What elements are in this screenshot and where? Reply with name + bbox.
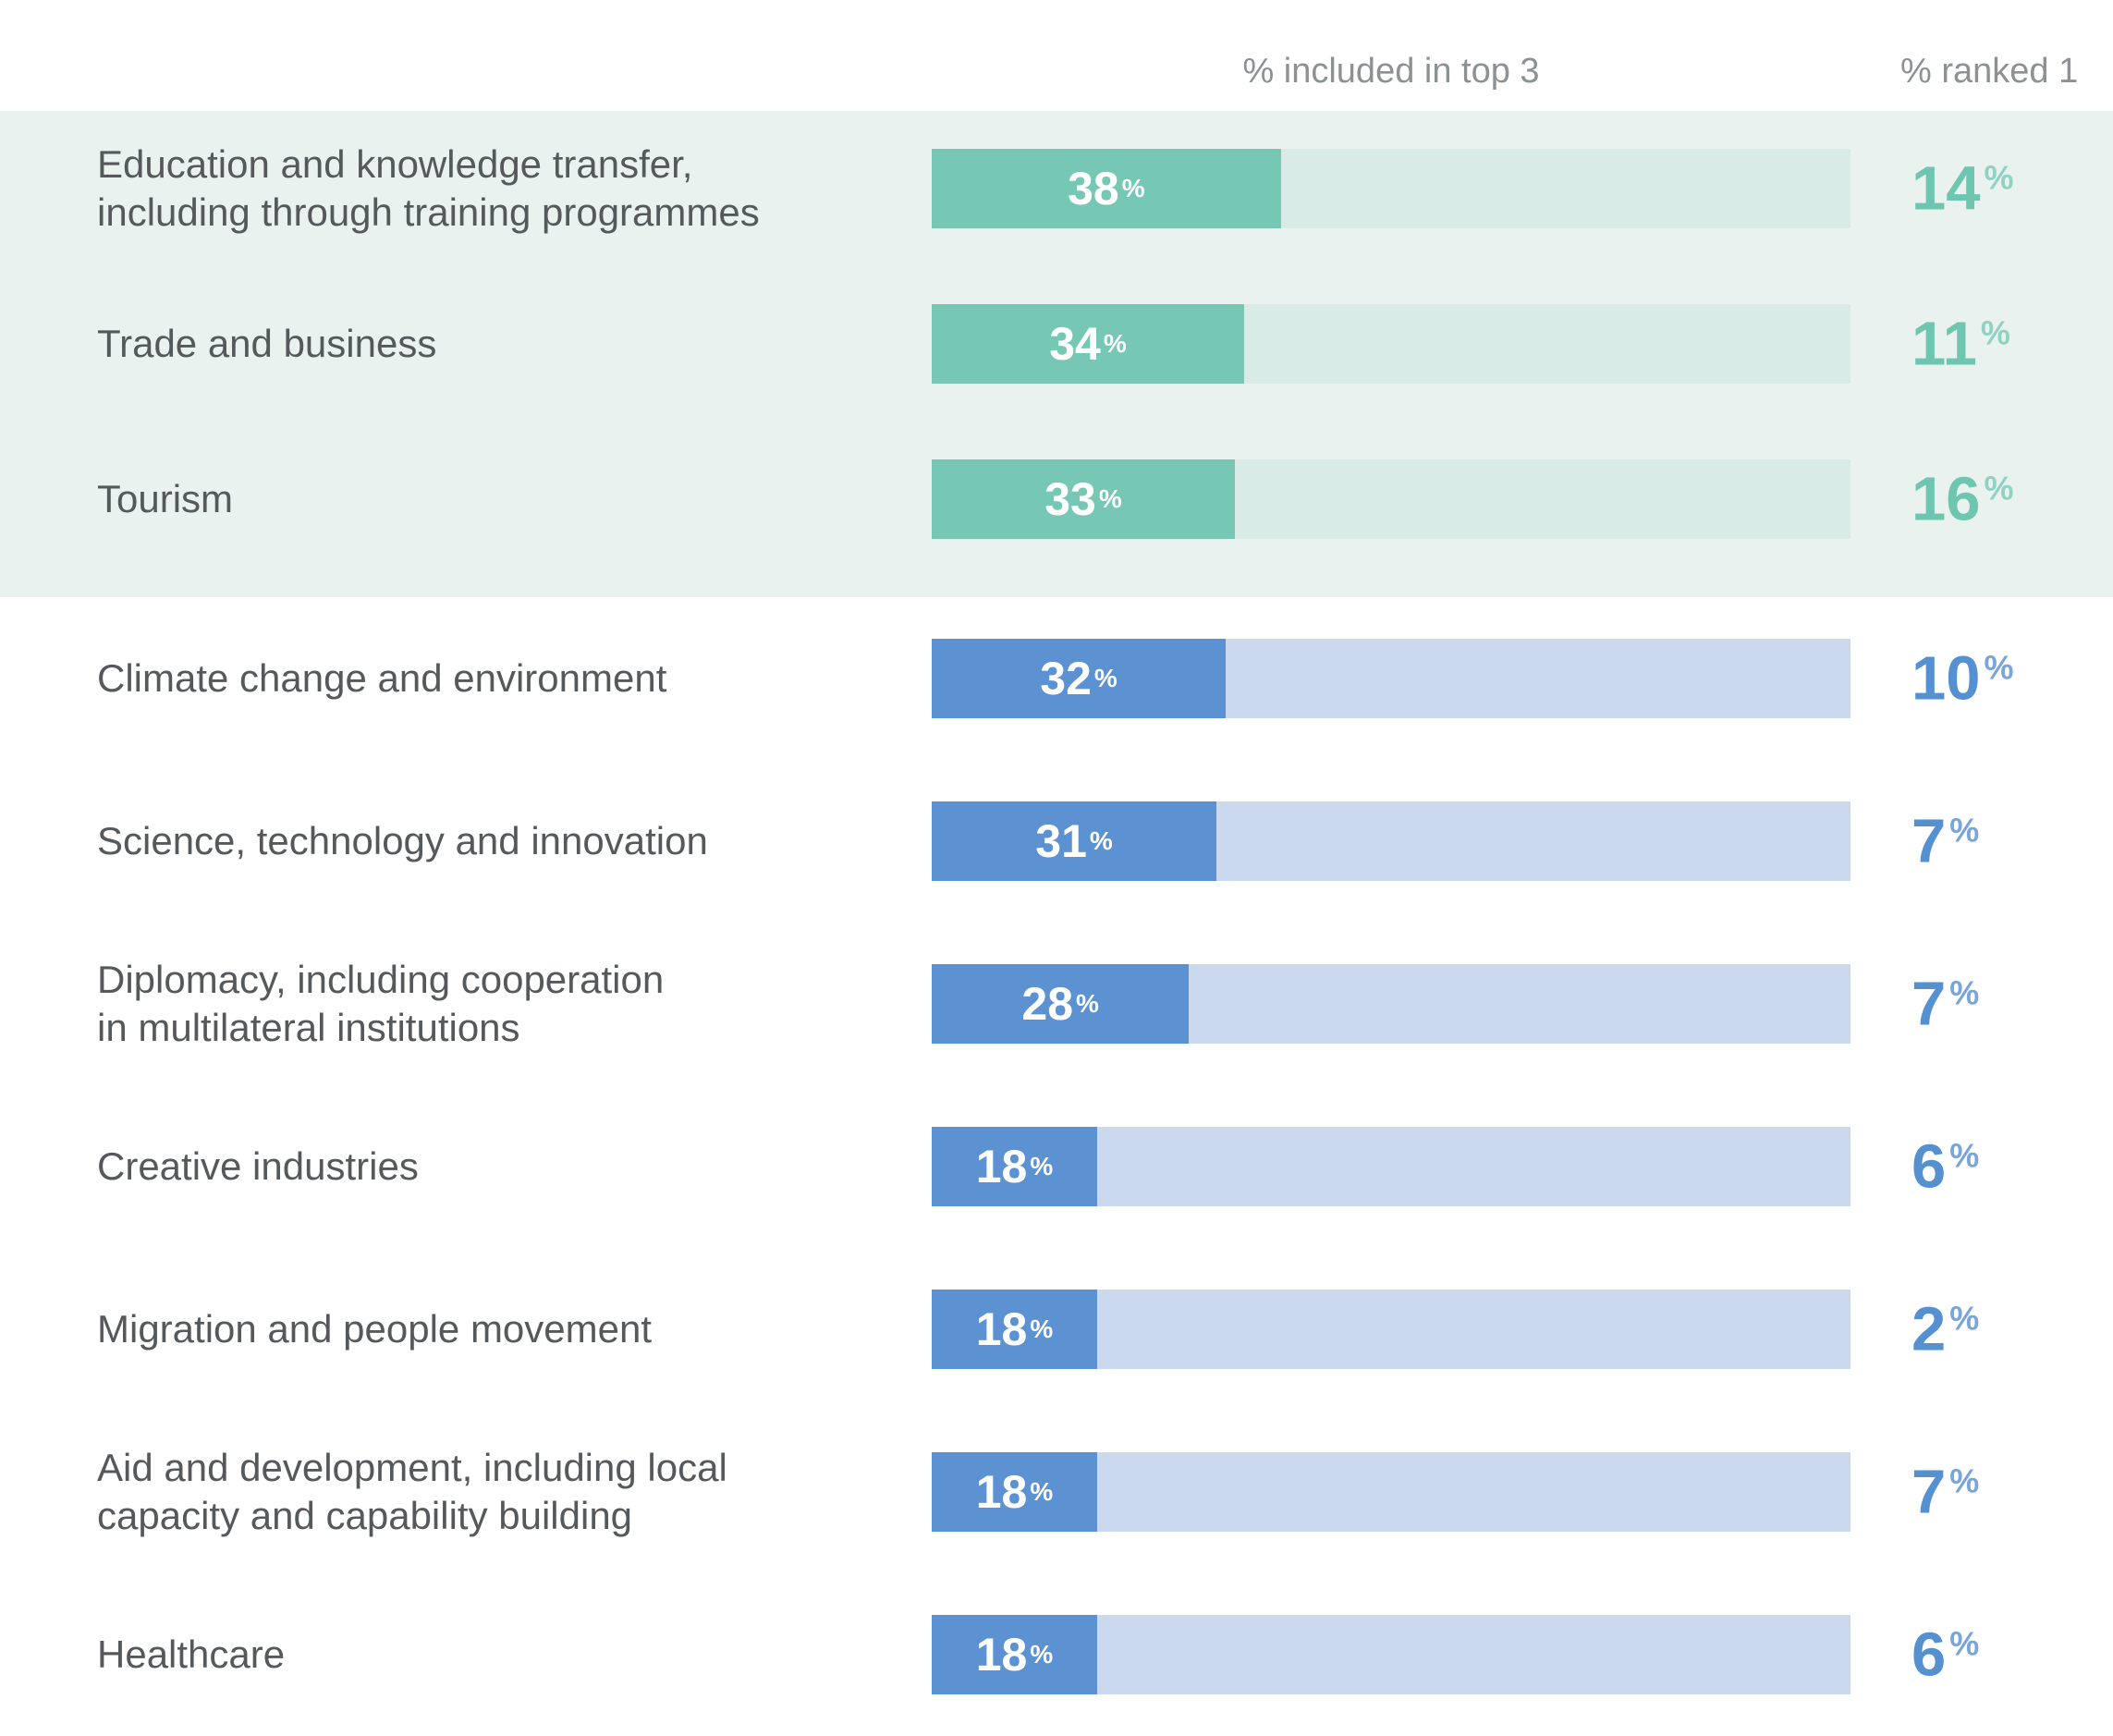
bar-track: 18%	[932, 1127, 1850, 1206]
bar-fill: 18%	[932, 1290, 1097, 1369]
bar-fill: 34%	[932, 304, 1244, 384]
percent-sign: %	[1949, 973, 1980, 1012]
chart-row: Tourism 33% 16%	[0, 422, 2113, 577]
bar-value: 28	[1021, 978, 1074, 1030]
bar-value: 18	[975, 1466, 1028, 1518]
bar-value: 38	[1068, 163, 1119, 214]
row-label: Education and knowledge transfer, includ…	[97, 142, 760, 234]
bar-fill: 18%	[932, 1452, 1097, 1532]
rank1-number: 10	[1911, 643, 1981, 714]
bar-value: 31	[1035, 815, 1087, 867]
row-label: Tourism	[97, 477, 234, 520]
percent-sign: %	[1121, 174, 1145, 202]
bar-value: 18	[975, 1303, 1028, 1355]
rank1-value: 14%	[1911, 158, 2014, 220]
rank1-number: 7	[1911, 806, 1947, 876]
rank1-value: 7%	[1911, 811, 1979, 873]
rank1-number: 7	[1911, 969, 1947, 1039]
bar-track: 33%	[932, 459, 1850, 539]
percent-sign: %	[1980, 313, 2010, 352]
rank1-number: 11	[1911, 309, 1977, 379]
row-label: Creative industries	[97, 1144, 419, 1188]
rank1-number: 6	[1911, 1620, 1947, 1690]
bar-track: 18%	[932, 1452, 1850, 1532]
bar-track: 28%	[932, 964, 1850, 1044]
rank1-value: 7%	[1911, 973, 1979, 1035]
row-label: Trade and business	[97, 322, 437, 365]
chart-row: Education and knowledge transfer, includ…	[0, 111, 2113, 266]
chart-row: Trade and business 34% 11%	[0, 266, 2113, 422]
percent-sign: %	[1949, 811, 1980, 850]
rank1-value: 6%	[1911, 1624, 1979, 1686]
rank1-number: 7	[1911, 1457, 1947, 1527]
percent-sign: %	[1984, 469, 2014, 507]
bar-fill: 18%	[932, 1615, 1097, 1694]
bar-track: 32%	[932, 639, 1850, 718]
bar-fill: 32%	[932, 639, 1227, 718]
percent-sign: %	[1949, 1461, 1980, 1500]
chart-row: Diplomacy, including cooperation in mult…	[0, 923, 2113, 1085]
rank1-value: 10%	[1911, 648, 2014, 710]
bar-fill: 33%	[932, 459, 1236, 539]
bar-value: 18	[975, 1141, 1028, 1192]
percent-sign: %	[1093, 664, 1118, 692]
rank1-number: 6	[1911, 1131, 1947, 1202]
rank1-number: 2	[1911, 1294, 1947, 1364]
chart-row: Climate change and environment 32% 10%	[0, 597, 2113, 760]
bar-track: 18%	[932, 1615, 1850, 1694]
chart-row: Creative industries 18% 6%	[0, 1085, 2113, 1248]
percent-sign: %	[1030, 1314, 1054, 1343]
percent-sign: %	[1949, 1299, 1980, 1338]
bar-track: 18%	[932, 1290, 1850, 1369]
chart-row: Science, technology and innovation 31% 7…	[0, 760, 2113, 923]
column-header-rank1: % ranked 1	[1900, 52, 2079, 91]
column-header-top3: % included in top 3	[1242, 52, 1540, 91]
percent-sign: %	[1030, 1640, 1054, 1669]
bar-fill: 28%	[932, 964, 1190, 1044]
rank1-value: 7%	[1911, 1461, 1979, 1523]
percent-sign: %	[1949, 1624, 1980, 1663]
percent-sign: %	[1984, 648, 2014, 687]
bar-track: 31%	[932, 801, 1850, 881]
row-label: Healthcare	[97, 1632, 286, 1676]
row-label: Science, technology and innovation	[97, 819, 708, 862]
chart-row: Healthcare 18% 6%	[0, 1573, 2113, 1736]
bar-value: 33	[1044, 473, 1096, 525]
chart-row: Migration and people movement 18% 2%	[0, 1248, 2113, 1411]
percent-sign: %	[1030, 1477, 1054, 1506]
rank1-value: 11%	[1911, 313, 2010, 375]
bar-track: 38%	[932, 149, 1850, 228]
bar-fill: 31%	[932, 801, 1217, 881]
column-headers: % included in top 3 % ranked 1	[0, 0, 2113, 111]
bar-value: 34	[1049, 318, 1101, 370]
row-label: Migration and people movement	[97, 1307, 653, 1351]
percent-sign: %	[1098, 484, 1122, 513]
row-label: Climate change and environment	[97, 656, 667, 700]
rank1-number: 16	[1911, 464, 1981, 534]
percent-sign: %	[1076, 989, 1099, 1018]
chart-row: Aid and development, including local cap…	[0, 1411, 2113, 1573]
rank1-value: 2%	[1911, 1299, 1979, 1361]
row-label: Aid and development, including local cap…	[97, 1446, 727, 1537]
row-label: Diplomacy, including cooperation in mult…	[97, 958, 665, 1049]
bar-fill: 38%	[932, 149, 1281, 228]
rank1-number: 14	[1911, 153, 1981, 224]
percent-sign: %	[1030, 1152, 1054, 1180]
bar-value: 18	[975, 1629, 1028, 1681]
percent-sign: %	[1089, 826, 1113, 855]
bar-value: 32	[1040, 653, 1092, 704]
rank1-value: 16%	[1911, 469, 2014, 531]
percent-sign: %	[1949, 1136, 1980, 1175]
bar-track: 34%	[932, 304, 1850, 384]
chart-rows: Education and knowledge transfer, includ…	[0, 111, 2113, 1736]
percent-sign: %	[1103, 329, 1127, 358]
bar-fill: 18%	[932, 1127, 1097, 1206]
percent-sign: %	[1984, 158, 2014, 197]
rank1-value: 6%	[1911, 1136, 1979, 1198]
